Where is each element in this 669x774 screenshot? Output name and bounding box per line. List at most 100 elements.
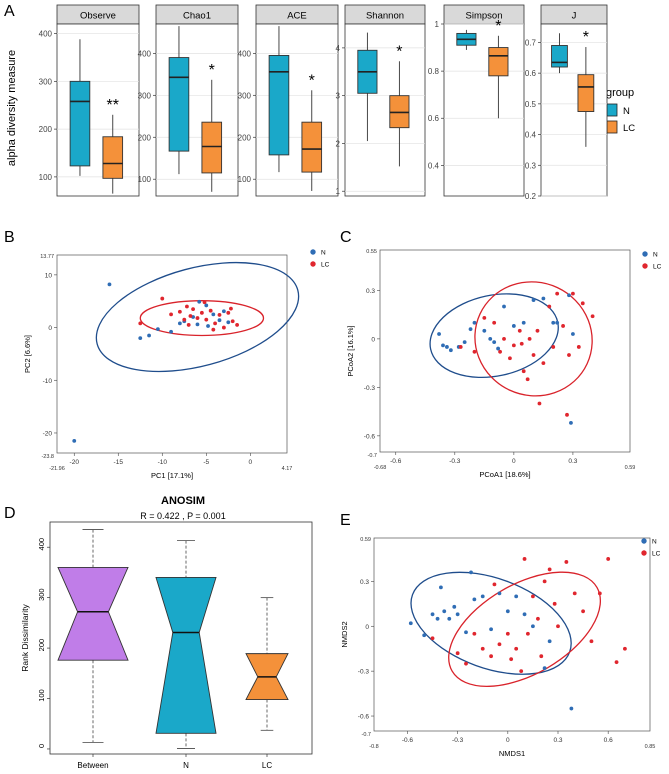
point-lc bbox=[221, 325, 226, 330]
y-tick-label: 400 bbox=[37, 538, 46, 551]
y-tick-label: 300 bbox=[138, 91, 152, 100]
point-lc bbox=[208, 308, 213, 313]
facet-label-observe: Observe bbox=[80, 11, 116, 22]
x-tick-label: 0 bbox=[506, 737, 510, 744]
x-tick-label: -15 bbox=[114, 459, 124, 466]
point-n bbox=[448, 348, 453, 353]
facet-panel-chao1 bbox=[155, 23, 239, 197]
x-tick-label: LC bbox=[262, 761, 272, 770]
point-lc bbox=[482, 315, 487, 320]
point-lc bbox=[552, 601, 557, 606]
point-lc bbox=[508, 356, 512, 361]
point-lc bbox=[204, 317, 209, 322]
point-lc bbox=[160, 296, 165, 301]
point-n bbox=[155, 327, 160, 332]
facet-label-j: J bbox=[572, 11, 577, 22]
panel-b-pca: -20 -15 -10 -5 0 -20 -10 0 10 -21.96 4.17 13.77 -23.… bbox=[23, 249, 330, 480]
ellipse-lc bbox=[139, 300, 265, 337]
y-tick-label: 100 bbox=[39, 173, 53, 182]
point-lc bbox=[572, 591, 577, 596]
y-min-label: -0.7 bbox=[368, 453, 377, 459]
point-n bbox=[408, 621, 413, 626]
point-n bbox=[197, 299, 202, 304]
x-tick-label: -10 bbox=[158, 459, 168, 466]
point-n bbox=[206, 324, 210, 328]
point-lc bbox=[185, 304, 189, 309]
point-n bbox=[542, 666, 547, 671]
facet-panel-ace bbox=[255, 23, 339, 197]
box-n-j bbox=[551, 45, 568, 68]
point-lc bbox=[182, 317, 187, 322]
legend-key-n bbox=[606, 103, 618, 117]
point-n bbox=[439, 585, 443, 590]
legend-key-lc bbox=[606, 120, 618, 134]
point-n bbox=[441, 343, 445, 348]
point-lc bbox=[511, 343, 516, 348]
point-lc bbox=[597, 591, 602, 596]
point-lc bbox=[521, 369, 526, 374]
panel-d-anosim: ANOSIM R = 0.422 , P = 0.001 0 100 200 300 4… bbox=[20, 495, 313, 770]
y-tick-label: 200 bbox=[138, 133, 152, 142]
legend-dot-n bbox=[310, 249, 316, 255]
point-lc bbox=[188, 314, 193, 318]
y-min-label: -0.7 bbox=[362, 732, 371, 738]
x-tick-label: 0.3 bbox=[553, 737, 562, 744]
y-max-label: 0.59 bbox=[360, 537, 371, 543]
point-lc bbox=[537, 401, 542, 406]
facet-panel-shannon bbox=[344, 23, 426, 197]
point-lc bbox=[199, 310, 204, 315]
point-lc bbox=[455, 651, 460, 656]
legend-label-n: N bbox=[623, 106, 630, 117]
panel-d-subtitle: R = 0.422 , P = 0.001 bbox=[140, 511, 225, 521]
point-lc bbox=[509, 657, 514, 662]
y-tick-label: -10 bbox=[43, 378, 53, 385]
y-tick-label: 4 bbox=[336, 44, 341, 53]
point-n bbox=[422, 633, 427, 638]
y-tick-label: 0.2 bbox=[525, 192, 537, 201]
y-tick-label: -0.6 bbox=[364, 433, 376, 440]
point-lc bbox=[590, 314, 595, 319]
point-n bbox=[505, 609, 510, 614]
x-tick-label: 0 bbox=[512, 458, 516, 465]
ellipse-n bbox=[95, 261, 300, 373]
point-n bbox=[541, 296, 546, 301]
point-lc bbox=[230, 319, 235, 324]
legend-dot-n bbox=[642, 251, 648, 257]
point-n bbox=[555, 320, 560, 325]
y-axis-label: PC2 [6.6%] bbox=[23, 335, 32, 373]
point-lc bbox=[517, 328, 522, 333]
y-tick-label: 300 bbox=[37, 588, 46, 601]
point-lc bbox=[226, 310, 231, 315]
ellipse-lc bbox=[474, 281, 593, 397]
point-lc bbox=[492, 582, 497, 587]
point-n bbox=[72, 438, 77, 443]
legend-dot-lc bbox=[310, 261, 316, 267]
point-lc bbox=[580, 301, 585, 306]
point-n bbox=[195, 322, 200, 327]
y-tick-label: 0 bbox=[37, 744, 46, 748]
point-lc bbox=[498, 349, 502, 354]
point-n bbox=[497, 591, 502, 596]
significance-observe: ** bbox=[107, 97, 119, 114]
y-tick-label: 100 bbox=[138, 175, 152, 184]
y-tick-label: 0.4 bbox=[428, 161, 440, 170]
point-lc bbox=[564, 560, 569, 564]
box-n-ace bbox=[268, 55, 290, 156]
y-tick-label: 0.8 bbox=[428, 67, 440, 76]
box-n-observe bbox=[69, 80, 91, 167]
point-lc bbox=[551, 345, 556, 349]
x-tick-label: -0.3 bbox=[452, 737, 464, 744]
box-n-chao1 bbox=[168, 57, 190, 152]
box-lc-simpson bbox=[488, 47, 509, 77]
legend-dot-lc bbox=[642, 263, 648, 269]
point-n bbox=[489, 627, 493, 632]
legend-label-lc: LC bbox=[321, 262, 330, 269]
panel-c-pcoa: -0.6 -0.3 0 0.3 -0.6 -0.3 0 0.3 -0.68 0.59 0.55 -0.… bbox=[346, 249, 662, 479]
panel-a-legend: group N LC bbox=[606, 87, 635, 134]
point-lc bbox=[202, 300, 207, 305]
point-n bbox=[522, 612, 527, 617]
point-n bbox=[567, 293, 571, 298]
legend-label-lc: LC bbox=[652, 551, 661, 558]
point-n bbox=[468, 327, 473, 332]
point-lc bbox=[505, 631, 510, 636]
